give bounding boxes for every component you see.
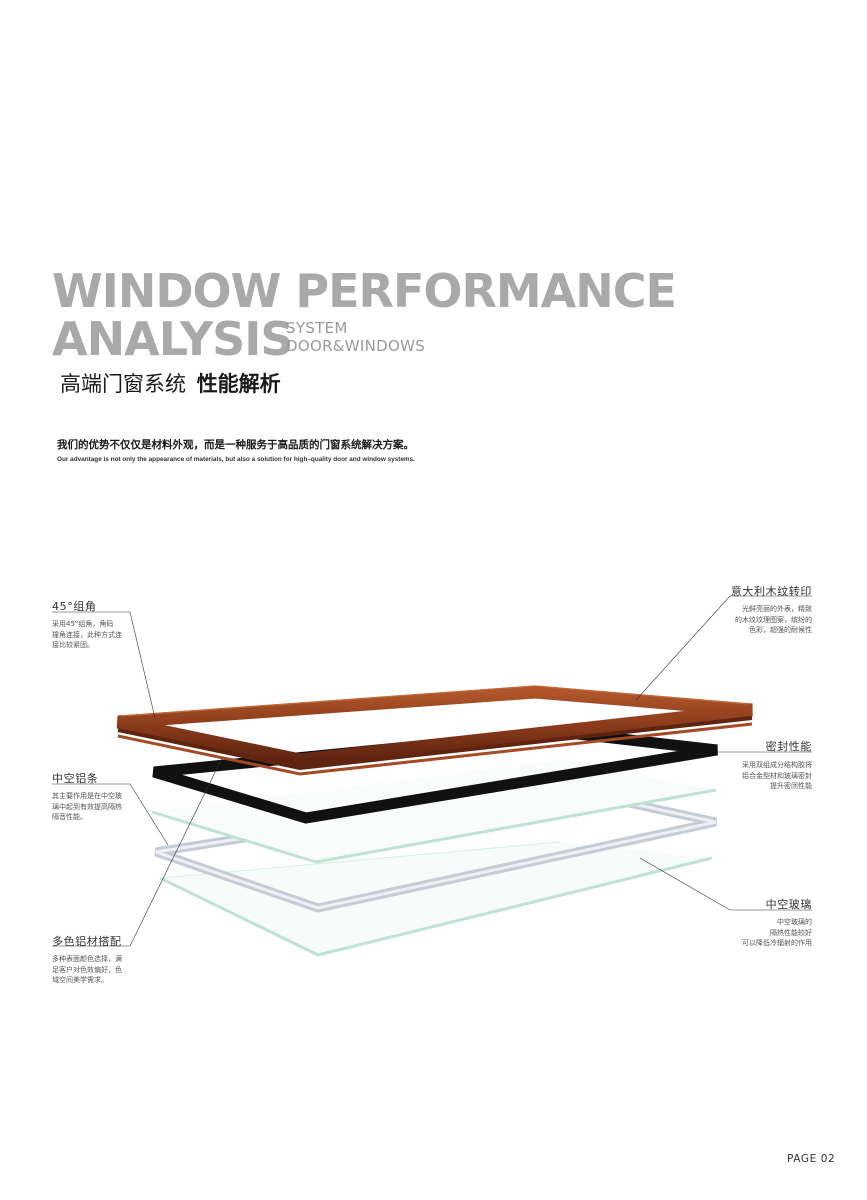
label-glass-line: 中空玻璃的 [777, 918, 812, 926]
label-seal-line: 提升密闭性能 [770, 782, 812, 790]
page-number: PAGE 02 [787, 1153, 836, 1165]
label-color-title: 多色铝材搭配 [52, 935, 122, 948]
label-corner-title: 45°组角 [52, 600, 97, 613]
label-glass-title: 中空玻璃 [765, 898, 812, 911]
glass-pane-middle [151, 760, 717, 864]
chinese-heading-light: 高端门窗系统 [60, 372, 186, 396]
chinese-heading: 高端门窗系统 性能解析 [60, 368, 281, 398]
label-color-line: 足客户对色效偏好，色 [52, 965, 122, 974]
wood-frame [116, 685, 753, 776]
label-spacer-line: 璃中起到有效提高隔热 [52, 802, 122, 811]
intro-chinese: 我们的优势不仅仅是材料外观，而是一种服务于高品质的门窗系统解决方案。 [57, 439, 414, 451]
label-color-line: 域空间美学需求。 [52, 976, 108, 984]
label-seal-desc: 采用双组成分结构胶将 铝合金型材和玻璃密封 提升密闭性能 [742, 760, 812, 792]
label-glass-line: 隔热性能较好 [770, 928, 812, 937]
label-corner-line: 撞角连接，此种方式连 [52, 630, 122, 639]
label-color-line: 多种表面颜色选择，满 [52, 955, 122, 963]
subtitle-system: SYSTEM [286, 319, 348, 337]
intro-english: Our advantage is not only the appearance… [57, 456, 415, 463]
title-line-1: WINDOW PERFORMANCE [52, 264, 677, 318]
label-seal-line: 铝合金型材和玻璃密封 [742, 771, 812, 780]
label-spacer-line: 隔音性能。 [52, 813, 87, 821]
chinese-heading-bold: 性能解析 [196, 372, 281, 396]
label-corner-desc: 采用45°组角，角码 撞角连接，此种方式连 接比较紧固。 [52, 619, 122, 651]
label-color-desc: 多种表面颜色选择，满 足客户对色效偏好，色 域空间美学需求。 [52, 954, 122, 986]
label-seal-title: 密封性能 [765, 740, 812, 753]
label-wood-line: 光鲜亮丽的外表，精致 [742, 605, 812, 613]
label-seal-line: 采用双组成分结构胶将 [742, 761, 812, 769]
label-spacer-desc: 其主要作用是在中空玻 璃中起到有效提高隔热 隔音性能。 [52, 791, 122, 823]
leader-lines [52, 595, 812, 947]
title-line-2: ANALYSIS [52, 312, 294, 366]
label-glass-line: 可以降低冷辐射的作用 [742, 939, 812, 947]
label-spacer-title: 中空铝条 [52, 772, 99, 785]
label-spacer-line: 其主要作用是在中空玻 [52, 792, 122, 800]
label-corner-line: 采用45°组角，角码 [52, 620, 114, 628]
subtitle-door-windows: DOOR&WINDOWS [286, 337, 426, 355]
label-wood-title: 意大利木纹转印 [730, 585, 812, 598]
label-corner-line: 接比较紧固。 [52, 641, 94, 649]
glass-pane-bottom [159, 841, 713, 957]
label-wood-line: 色彩，超强的耐候性 [749, 626, 812, 634]
label-glass-desc: 中空玻璃的 隔热性能较好 可以降低冷辐射的作用 [742, 917, 812, 949]
label-wood-line: 的木纹纹理图案，缤纷的 [735, 615, 812, 624]
label-wood-desc: 光鲜亮丽的外表，精致 的木纹纹理图案，缤纷的 色彩，超强的耐候性 [735, 604, 812, 636]
